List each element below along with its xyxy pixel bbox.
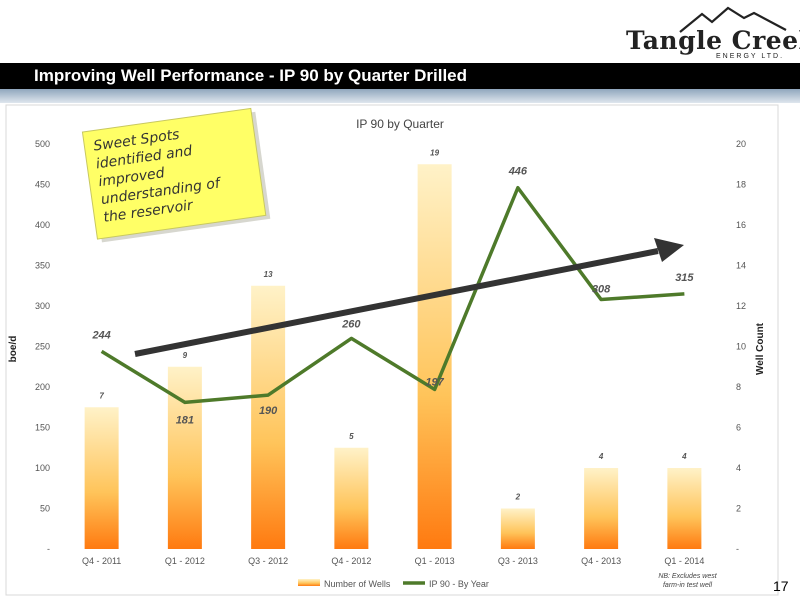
bar (667, 468, 702, 549)
y2-tick-label: 8 (736, 382, 741, 392)
bar-value-label: 5 (349, 432, 354, 441)
y-tick-label: 500 (35, 139, 50, 149)
trend-arrow (134, 248, 659, 357)
bar (417, 164, 452, 549)
x-tick-label: Q1 - 2013 (415, 556, 455, 566)
y2-tick-label: - (736, 544, 739, 554)
y2-tick-label: 14 (736, 261, 746, 271)
bar (500, 508, 535, 549)
line-value-label: 197 (425, 376, 444, 388)
line-value-label: 446 (508, 166, 528, 178)
legend-label-line: IP 90 - By Year (429, 579, 489, 589)
bar-value-label: 13 (264, 270, 273, 279)
title-bar: Improving Well Performance - IP 90 by Qu… (0, 63, 800, 89)
line-value-label: 190 (259, 405, 278, 417)
trend-arrow-head (654, 238, 684, 262)
x-tick-label: Q3 - 2012 (248, 556, 288, 566)
line-value-label: 260 (341, 318, 361, 330)
x-tick-label: Q4 - 2011 (82, 556, 121, 566)
ip90-chart: IP 90 by Quarter - 50 100 150 200 250 300 350 400… (5, 104, 779, 596)
bar-value-label: 7 (99, 391, 104, 400)
y2-tick-label: 12 (736, 301, 746, 311)
bar-value-label: 4 (681, 452, 687, 461)
y-tick-label: 150 (35, 423, 50, 433)
logo-subtitle: ENERGY LTD. (716, 53, 785, 60)
bar (334, 447, 369, 549)
bar (584, 468, 619, 549)
y2-tick-label: 16 (736, 220, 746, 230)
y-tick-label: 200 (35, 382, 50, 392)
y-tick-label: 300 (35, 301, 50, 311)
company-logo: Tangle Creek ENERGY LTD. (620, 4, 800, 62)
slide-title: Improving Well Performance - IP 90 by Qu… (34, 66, 468, 85)
y2-axis-label: Well Count (755, 322, 766, 375)
x-tick-label: Q1 - 2014 (664, 556, 704, 566)
line-value-label: 315 (675, 272, 694, 284)
y-tick-label: 250 (35, 342, 50, 352)
page-number: 17 (773, 578, 789, 594)
logo-name: Tangle Creek (626, 26, 800, 55)
x-tick-label: Q4 - 2012 (331, 556, 371, 566)
y-axis-label: boe/d (8, 336, 19, 363)
y-tick-label: - (47, 544, 50, 554)
chart-footnote: NB: Excludes west farm-in test well (658, 573, 717, 589)
line-value-label: 244 (91, 329, 110, 341)
bar-value-label: 9 (183, 351, 188, 360)
x-tick-label: Q1 - 2012 (165, 556, 205, 566)
chart-title: IP 90 by Quarter (356, 117, 444, 131)
x-tick-label: Q4 - 2013 (581, 556, 621, 566)
y2-tick-label: 20 (736, 139, 746, 149)
line-value-label: 308 (592, 284, 611, 296)
bar-value-label: 19 (430, 148, 439, 157)
y-tick-label: 450 (35, 180, 50, 190)
bar-value-label: 2 (515, 493, 521, 502)
mountain-icon (679, 6, 787, 33)
y-tick-label: 50 (40, 504, 50, 514)
y-tick-label: 350 (35, 261, 50, 271)
y2-tick-label: 4 (736, 463, 741, 473)
title-accent-bar (0, 89, 800, 103)
legend-label-bars: Number of Wells (324, 579, 391, 589)
sticky-note: Sweet Spotsidentified andimprovedunderst… (81, 107, 271, 243)
y2-tick-label: 10 (736, 342, 746, 352)
ip90-line (100, 185, 685, 405)
y-tick-label: 100 (35, 463, 50, 473)
y2-tick-label: 6 (736, 423, 741, 433)
sticky-note-paper (81, 107, 267, 240)
x-tick-label: Q3 - 2013 (498, 556, 538, 566)
y2-tick-label: 18 (736, 180, 746, 190)
bar (84, 407, 119, 549)
legend-swatch-bars (298, 579, 320, 586)
y-tick-label: 400 (35, 220, 50, 230)
y2-tick-label: 2 (736, 504, 741, 514)
bar-value-label: 4 (598, 452, 604, 461)
line-value-label: 181 (176, 414, 194, 426)
